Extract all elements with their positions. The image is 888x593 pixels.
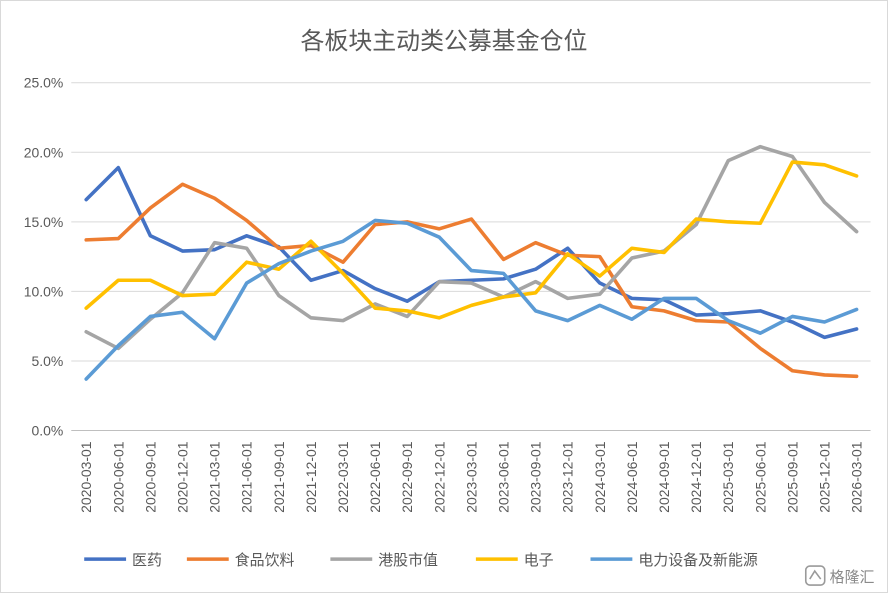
legend-entry: 电力设备及新能源 [590,551,758,569]
x-tick-label: 2025-06-01 [752,441,768,513]
x-tick-label: 2026-03-01 [849,441,865,513]
y-tick-label: 0.0% [32,423,64,439]
x-tick-label: 2022-12-01 [431,441,447,513]
legend-label: 食品饮料 [235,551,295,569]
legend: 医药 食品饮料 港股市值 电子 电力设备及新能源 [84,551,758,569]
x-axis: 2020-03-01 2020-06-01 2020-09-01 2020-12-01… [78,441,864,513]
x-tick-label: 2022-06-01 [367,441,383,513]
x-tick-label: 2020-06-01 [110,441,126,513]
x-tick-label: 2020-09-01 [142,441,158,513]
x-tick-label: 2023-06-01 [495,441,511,513]
x-tick-label: 2024-12-01 [688,441,704,513]
grid-lines [71,82,871,432]
legend-entry: 电子 [475,551,554,569]
series-line [84,218,859,381]
watermark: 格隆汇 [804,565,875,586]
legend-entry: 港股市值 [330,551,438,569]
x-tick-label: 2022-09-01 [399,441,415,513]
watermark-text: 格隆汇 [830,568,875,586]
x-tick-label: 2025-12-01 [816,441,832,513]
x-tick-label: 2021-06-01 [239,441,255,513]
x-tick-label: 2021-09-01 [271,441,287,513]
y-tick-label: 20.0% [24,144,64,160]
gelonghui-logo-icon [804,565,826,586]
x-tick-label: 2024-06-01 [624,441,640,513]
x-tick-label: 2022-03-01 [335,441,351,513]
y-tick-label: 10.0% [24,283,64,299]
y-tick-label: 25.0% [24,75,64,91]
series-line [84,160,859,320]
x-tick-label: 2024-03-01 [592,441,608,513]
legend-label: 港股市值 [378,551,438,569]
legend-label: 电力设备及新能源 [638,551,758,569]
y-axis: 0.0% 5.0% 10.0% 15.0% 20.0% 25.0% [24,75,64,439]
legend-label: 医药 [132,551,162,569]
legend-entry: 食品饮料 [186,551,295,569]
x-tick-label: 2024-09-01 [656,441,672,513]
y-tick-label: 5.0% [32,353,64,369]
y-tick-label: 15.0% [24,214,64,230]
series-line [84,144,859,351]
x-tick-label: 2021-12-01 [303,441,319,513]
x-tick-label: 2025-03-01 [720,441,736,513]
x-tick-label: 2023-09-01 [528,441,544,513]
x-tick-label: 2020-12-01 [174,441,190,513]
x-tick-label: 2023-12-01 [560,441,576,513]
plot-area [84,144,859,381]
chart-title: 各板块主动类公募基金仓位 [301,27,588,55]
series-line [84,165,859,340]
legend-entry: 医药 [84,551,162,569]
x-tick-label: 2025-09-01 [784,441,800,513]
x-tick-label: 2021-03-01 [207,441,223,513]
legend-label: 电子 [524,551,554,569]
x-tick-label: 2020-03-01 [78,441,94,513]
x-tick-label: 2023-03-01 [463,441,479,513]
